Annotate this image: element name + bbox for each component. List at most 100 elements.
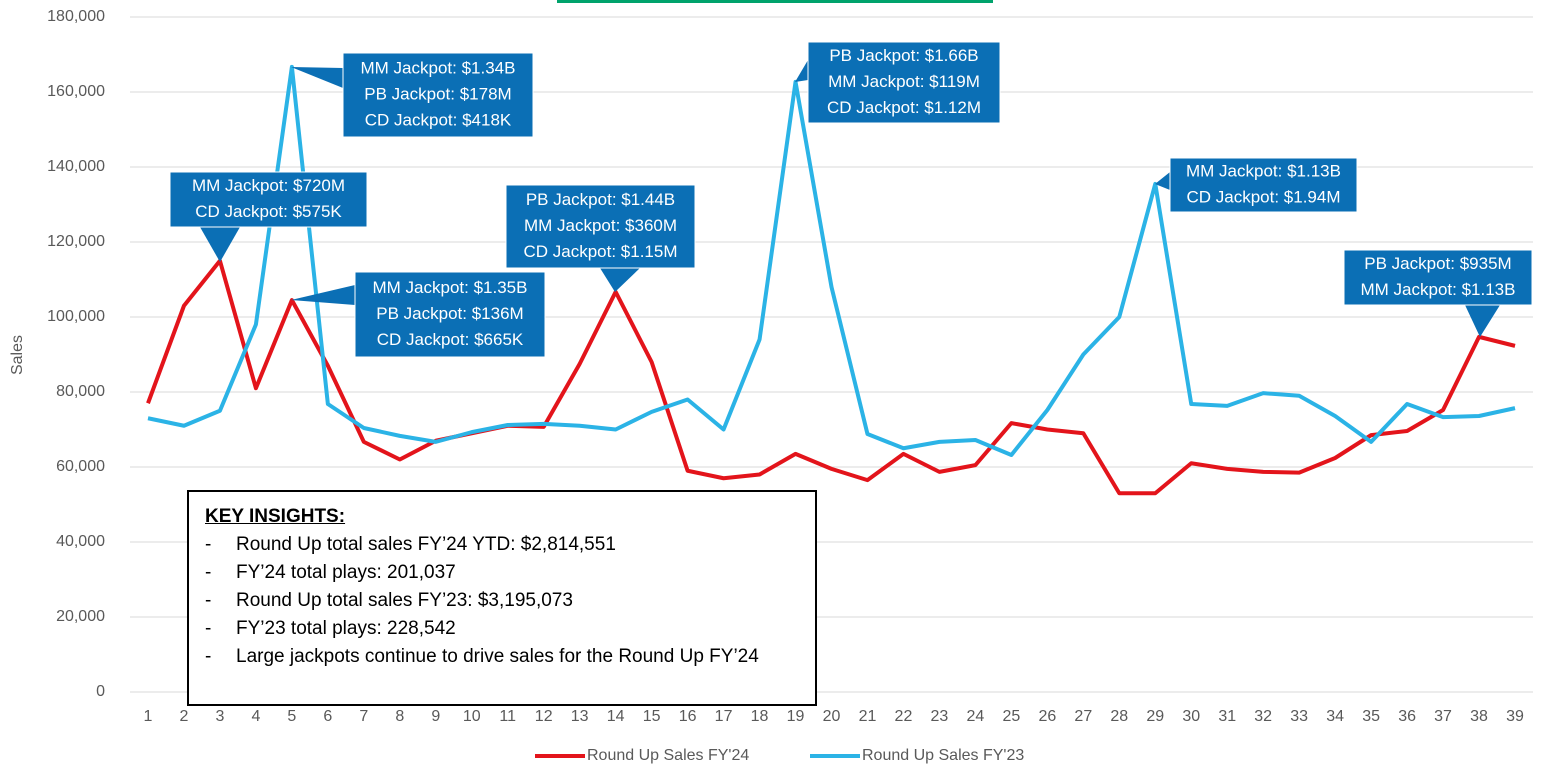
callout-text: PB Jackpot: $1.44B <box>526 190 675 209</box>
x-tick-label: 10 <box>463 708 481 725</box>
callout-pointer <box>291 285 355 305</box>
callout-text: CD Jackpot: $418K <box>365 110 512 129</box>
callout-text: MM Jackpot: $119M <box>828 72 980 91</box>
callout-text: CD Jackpot: $665K <box>377 330 524 349</box>
y-tick-label: 160,000 <box>47 83 105 100</box>
y-tick-label: 0 <box>96 683 105 700</box>
callout-pointer <box>200 227 240 262</box>
insight-text: Round Up total sales FY’24 YTD: $2,814,5… <box>236 534 616 555</box>
insight-text: Large jackpots continue to drive sales f… <box>236 646 759 667</box>
callout-text: MM Jackpot: $1.34B <box>361 58 516 77</box>
x-tick-label: 30 <box>1182 708 1200 725</box>
callout-text: CD Jackpot: $575K <box>195 202 342 221</box>
bullet: - <box>205 618 212 639</box>
x-tick-label: 18 <box>751 708 769 725</box>
x-tick-label: 11 <box>499 708 516 725</box>
y-tick-label: 140,000 <box>47 158 105 175</box>
x-tick-label: 7 <box>359 708 368 725</box>
x-tick-label: 17 <box>715 708 733 725</box>
callout-box <box>169 171 368 228</box>
x-tick-label: 28 <box>1110 708 1128 725</box>
series-line <box>146 258 1516 496</box>
insights-item: - FY’24 total plays: 201,037 <box>205 559 785 586</box>
x-tick-label: 20 <box>823 708 841 725</box>
x-tick-label: 2 <box>180 708 189 725</box>
x-tick-label: 26 <box>1038 708 1056 725</box>
bullet: - <box>205 646 212 667</box>
insights-item: - Round Up total sales FY’24 YTD: $2,814,… <box>205 531 785 558</box>
y-tick-label: 60,000 <box>56 458 105 475</box>
insight-text: FY’24 total plays: 201,037 <box>236 562 456 583</box>
callout-text: MM Jackpot: $1.35B <box>373 278 528 297</box>
callout-text: PB Jackpot: $136M <box>376 304 523 323</box>
callout-pointer <box>291 67 343 88</box>
y-tick-label: 120,000 <box>47 233 105 250</box>
x-tick-label: 14 <box>607 708 625 725</box>
x-tick-label: 32 <box>1254 708 1272 725</box>
x-tick-label: 23 <box>931 708 949 725</box>
insight-text: FY’23 total plays: 228,542 <box>236 618 456 639</box>
legend-label: Round Up Sales FY'23 <box>862 747 1024 764</box>
x-tick-label: 37 <box>1434 708 1452 725</box>
x-tick-label: 25 <box>1002 708 1020 725</box>
y-tick-label: 180,000 <box>47 8 105 25</box>
x-tick-label: 8 <box>395 708 404 725</box>
callout-box <box>354 271 546 358</box>
callout-text: CD Jackpot: $1.15M <box>523 242 677 261</box>
bullet: - <box>205 534 212 555</box>
x-tick-label: 35 <box>1362 708 1380 725</box>
x-tick-label: 6 <box>323 708 332 725</box>
x-tick-label: 22 <box>895 708 913 725</box>
x-tick-label: 3 <box>215 708 224 725</box>
x-tick-label: 9 <box>431 708 440 725</box>
callout-text: MM Jackpot: $1.13B <box>1361 280 1516 299</box>
series-line <box>147 64 1516 457</box>
callout-text: CD Jackpot: $1.94M <box>1186 187 1340 206</box>
callout-text: CD Jackpot: $1.12M <box>827 98 981 117</box>
x-tick-label: 33 <box>1290 708 1308 725</box>
insights-item: - FY’23 total plays: 228,542 <box>205 615 785 642</box>
callout-text: PB Jackpot: $178M <box>364 84 511 103</box>
callout-text: PB Jackpot: $1.66B <box>829 46 978 65</box>
x-tick-label: 31 <box>1218 708 1236 725</box>
x-tick-label: 16 <box>679 708 697 725</box>
callout-text: PB Jackpot: $935M <box>1364 254 1511 273</box>
x-tick-label: 38 <box>1470 708 1488 725</box>
insights-title: KEY INSIGHTS: <box>205 506 346 527</box>
x-tick-label: 36 <box>1398 708 1416 725</box>
x-tick-label: 21 <box>859 708 877 725</box>
x-tick-label: 19 <box>787 708 805 725</box>
bullet: - <box>205 590 212 611</box>
callout-text: MM Jackpot: $720M <box>192 176 345 195</box>
legend-label: Round Up Sales FY'24 <box>587 747 749 764</box>
callout-text: MM Jackpot: $1.13B <box>1186 161 1341 180</box>
y-axis-label: Sales <box>9 335 26 375</box>
x-tick-label: 5 <box>287 708 296 725</box>
callout-box <box>807 41 1001 124</box>
callout-box <box>505 184 696 269</box>
x-tick-label: 39 <box>1506 708 1524 725</box>
callout-pointer <box>1465 305 1500 337</box>
insights-item: - Round Up total sales FY’23: $3,195,073 <box>205 587 785 614</box>
y-tick-label: 80,000 <box>56 383 105 400</box>
y-tick-label: 40,000 <box>56 533 105 550</box>
callout-box <box>1343 249 1533 306</box>
x-tick-label: 29 <box>1146 708 1164 725</box>
insights-item: - Large jackpots continue to drive sales … <box>205 643 785 670</box>
y-tick-label: 20,000 <box>56 608 105 625</box>
x-tick-label: 15 <box>643 708 661 725</box>
x-tick-label: 27 <box>1074 708 1092 725</box>
callout-box <box>342 52 534 138</box>
callout-pointer <box>795 60 808 82</box>
callout-pointer <box>1155 172 1170 190</box>
x-tick-label: 4 <box>251 708 260 725</box>
x-tick-label: 1 <box>144 708 153 725</box>
x-tick-label: 13 <box>571 708 589 725</box>
callout-pointer <box>600 268 640 292</box>
y-tick-label: 100,000 <box>47 308 105 325</box>
x-tick-label: 34 <box>1326 708 1344 725</box>
callout-box <box>1169 157 1358 213</box>
callout-text: MM Jackpot: $360M <box>524 216 677 235</box>
